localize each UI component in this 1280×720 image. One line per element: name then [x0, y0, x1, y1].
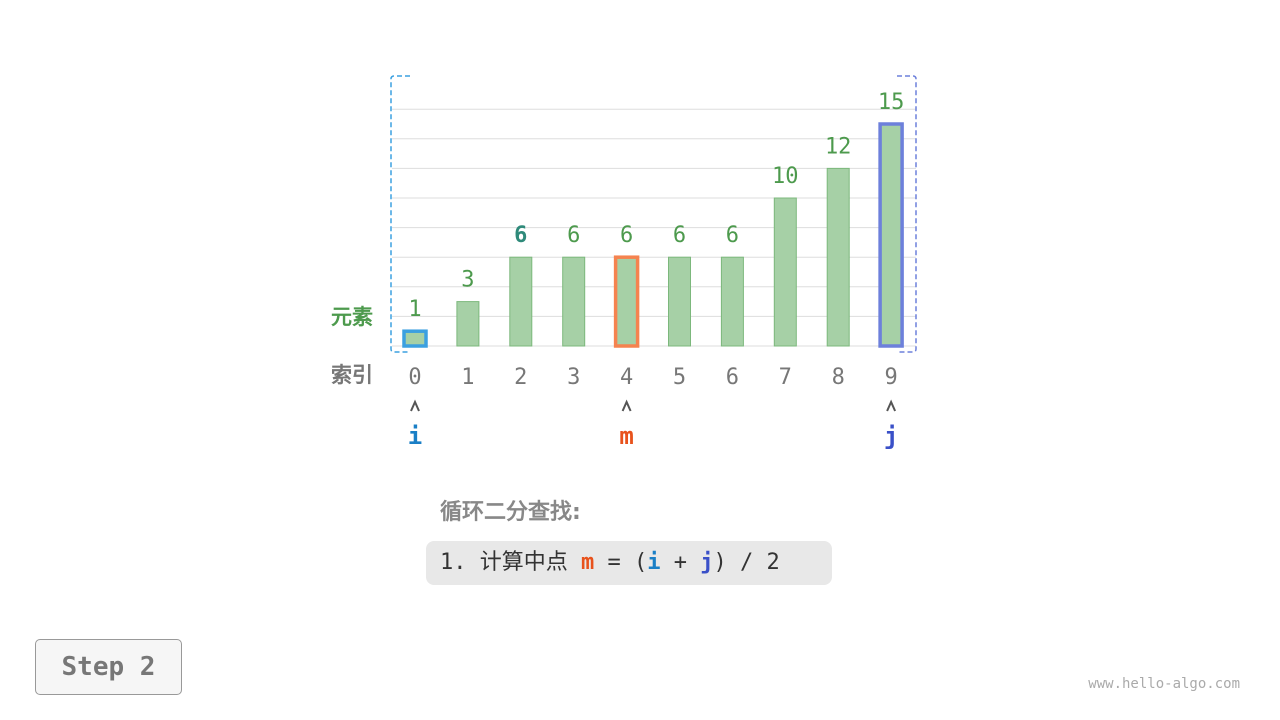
pointer-m: m — [619, 422, 633, 450]
bar — [773, 197, 797, 347]
index-label: 6 — [726, 365, 739, 390]
index-label: 5 — [673, 365, 686, 390]
formula-box: 1. 计算中点 m = (i + j) / 2 — [426, 541, 832, 585]
range-bracket-left — [390, 75, 410, 353]
value-label: 6 — [567, 223, 580, 248]
index-label: 9 — [884, 365, 897, 390]
bar — [562, 256, 586, 347]
bar — [879, 123, 903, 347]
arrow-up-icon — [621, 399, 632, 412]
pointer-highlight-i — [402, 329, 428, 348]
formula-eq: = ( — [594, 550, 648, 575]
formula-m: m — [580, 550, 595, 575]
index-label: 7 — [779, 365, 792, 390]
row-label-indices: 索引 — [331, 363, 373, 387]
formula-prefix: 1. 计算中点 — [440, 550, 581, 575]
row-label-elements: 元素 — [331, 305, 373, 329]
watermark: www.hello-algo.com — [1088, 676, 1240, 692]
index-label: 8 — [832, 365, 845, 390]
bar — [826, 167, 850, 347]
formula-suffix: ) / 2 — [713, 550, 780, 575]
value-label: 10 — [772, 164, 799, 189]
index-label: 4 — [620, 365, 633, 390]
step-button[interactable]: Step 2 — [35, 639, 182, 695]
formula-j: j — [700, 550, 714, 575]
bar — [615, 256, 639, 347]
pointer-highlight-j — [878, 122, 904, 348]
value-label: 6 — [726, 223, 739, 248]
pointer-j: j — [884, 422, 898, 450]
value-label: 6 — [673, 223, 686, 248]
formula-i: i — [647, 550, 661, 575]
arrow-up-icon — [410, 399, 420, 412]
bar — [668, 256, 691, 347]
range-bracket-right — [897, 75, 917, 353]
bar — [403, 330, 427, 347]
pointer-highlight-m — [613, 255, 640, 348]
pointer-i: i — [408, 422, 422, 450]
index-label: 1 — [461, 365, 474, 390]
bar — [720, 256, 744, 347]
index-label: 3 — [567, 365, 580, 390]
value-label: 6 — [620, 223, 633, 248]
index-label: 2 — [514, 365, 527, 390]
formula-plus: + — [660, 550, 701, 575]
bar — [456, 301, 480, 347]
section-title: 循环二分查找: — [440, 500, 581, 525]
value-label: 1 — [408, 297, 421, 322]
value-label: 6 — [514, 223, 527, 248]
arrow-up-icon — [886, 399, 897, 412]
value-label: 15 — [878, 90, 905, 115]
bar — [509, 256, 533, 347]
value-label: 3 — [461, 268, 474, 293]
index-label: 0 — [408, 365, 421, 390]
value-label: 12 — [825, 134, 852, 159]
